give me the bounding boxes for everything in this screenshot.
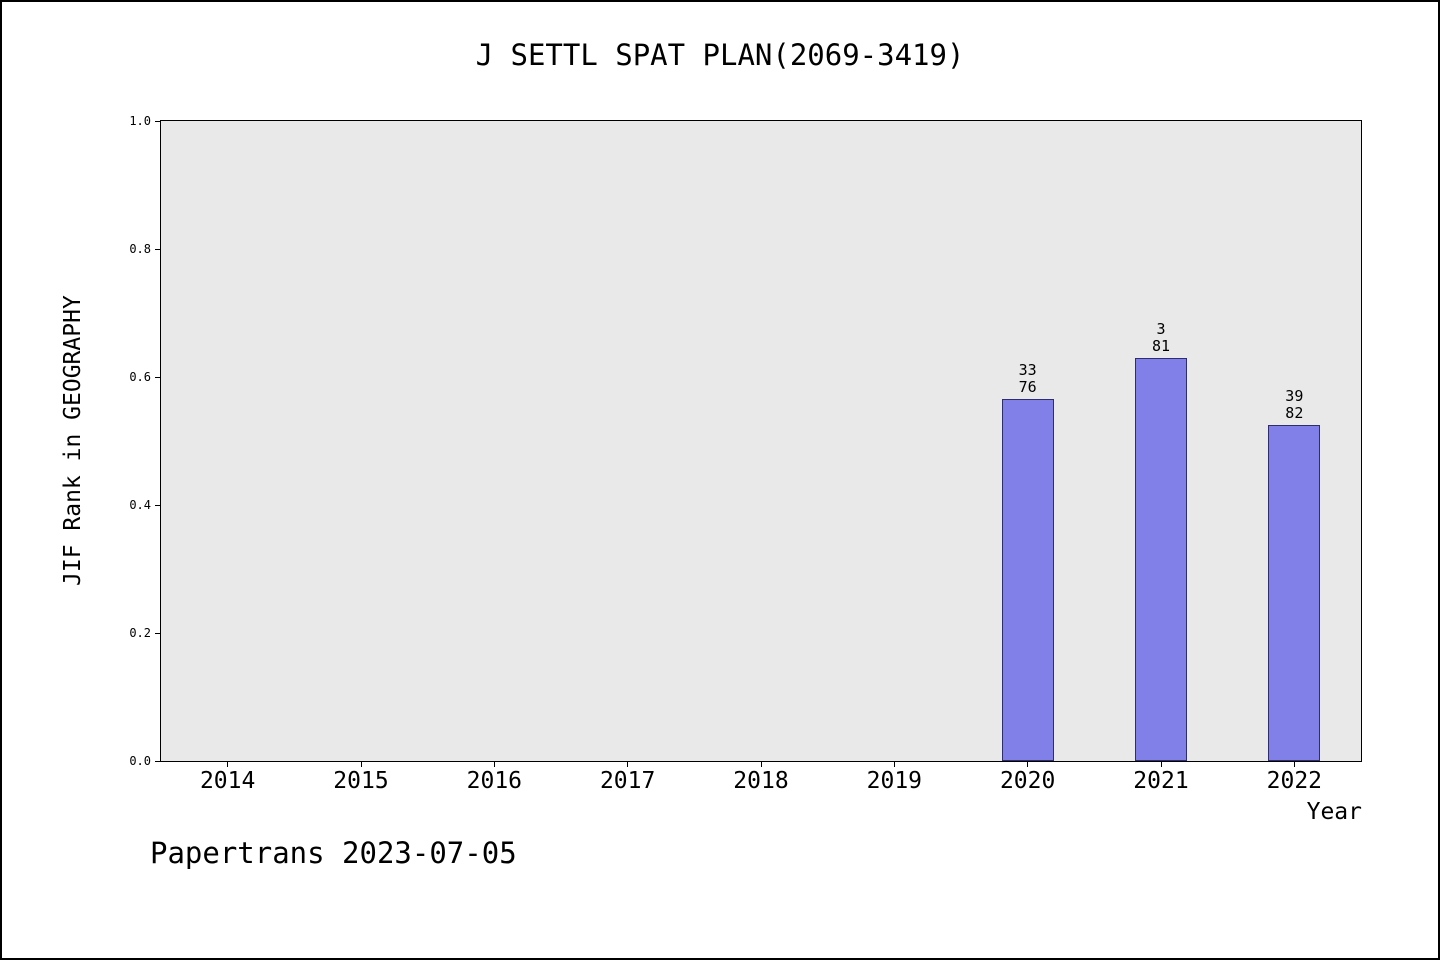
x-tick-label: 2021 <box>1133 768 1189 794</box>
x-tick <box>360 761 362 767</box>
bar-value-line: 81 <box>1151 336 1171 355</box>
x-axis-label: Year <box>1306 799 1362 825</box>
y-tick <box>155 376 161 378</box>
bar-value-label: 39 82 <box>1285 388 1303 422</box>
y-axis-label: JIF Rank in GEOGRAPHY <box>60 295 86 587</box>
y-tick-label: 0.4 <box>129 498 151 512</box>
x-tick <box>227 761 229 767</box>
x-tick <box>760 761 762 767</box>
bar <box>1001 399 1054 761</box>
y-tick-label: 0.8 <box>129 242 151 256</box>
chart-title: J SETTL SPAT PLAN(2069-3419) <box>475 38 965 72</box>
bar <box>1268 425 1321 761</box>
x-tick-label: 2017 <box>599 768 656 794</box>
x-tick <box>1160 761 1162 767</box>
x-tick <box>493 761 495 767</box>
x-tick <box>893 761 895 767</box>
x-tick <box>1293 761 1295 767</box>
x-tick-label: 2020 <box>999 768 1056 794</box>
y-tick <box>155 504 161 506</box>
x-tick-label: 2014 <box>199 768 256 794</box>
y-tick-label: 0.6 <box>129 370 151 384</box>
bar-value-label: 3 81 <box>1151 319 1171 355</box>
y-tick <box>155 760 161 762</box>
x-tick-label: 2015 <box>333 768 389 794</box>
y-tick <box>155 120 161 122</box>
plot-area: 0.0 0.2 0.4 0.6 0.8 1.0 2014 2015 2016 2017 2018 20… <box>129 114 1362 794</box>
x-tick-label: 2019 <box>866 768 923 794</box>
x-tick <box>1027 761 1029 767</box>
bar-value-line: 33 <box>1018 361 1037 380</box>
y-tick <box>155 248 161 250</box>
y-tick <box>155 632 161 634</box>
bar-value-line: 39 <box>1285 387 1304 405</box>
x-tick <box>627 761 629 767</box>
bar <box>1135 357 1187 761</box>
watermark-text: Papertrans 2023-07-05 <box>150 836 517 870</box>
bar-value-line: 76 <box>1018 378 1037 397</box>
bar-value-line: 82 <box>1285 404 1304 422</box>
bar-value-label: 33 76 <box>1019 362 1037 396</box>
x-tick-label: 2022 <box>1266 768 1323 794</box>
x-tick-label: 2018 <box>733 768 789 794</box>
bar-value-line: 3 <box>1156 319 1166 338</box>
y-tick-label: 0.2 <box>129 626 151 640</box>
x-tick-label: 2016 <box>466 768 523 794</box>
y-tick-label: 0.0 <box>129 754 151 768</box>
y-tick-label: 1.0 <box>129 114 151 128</box>
